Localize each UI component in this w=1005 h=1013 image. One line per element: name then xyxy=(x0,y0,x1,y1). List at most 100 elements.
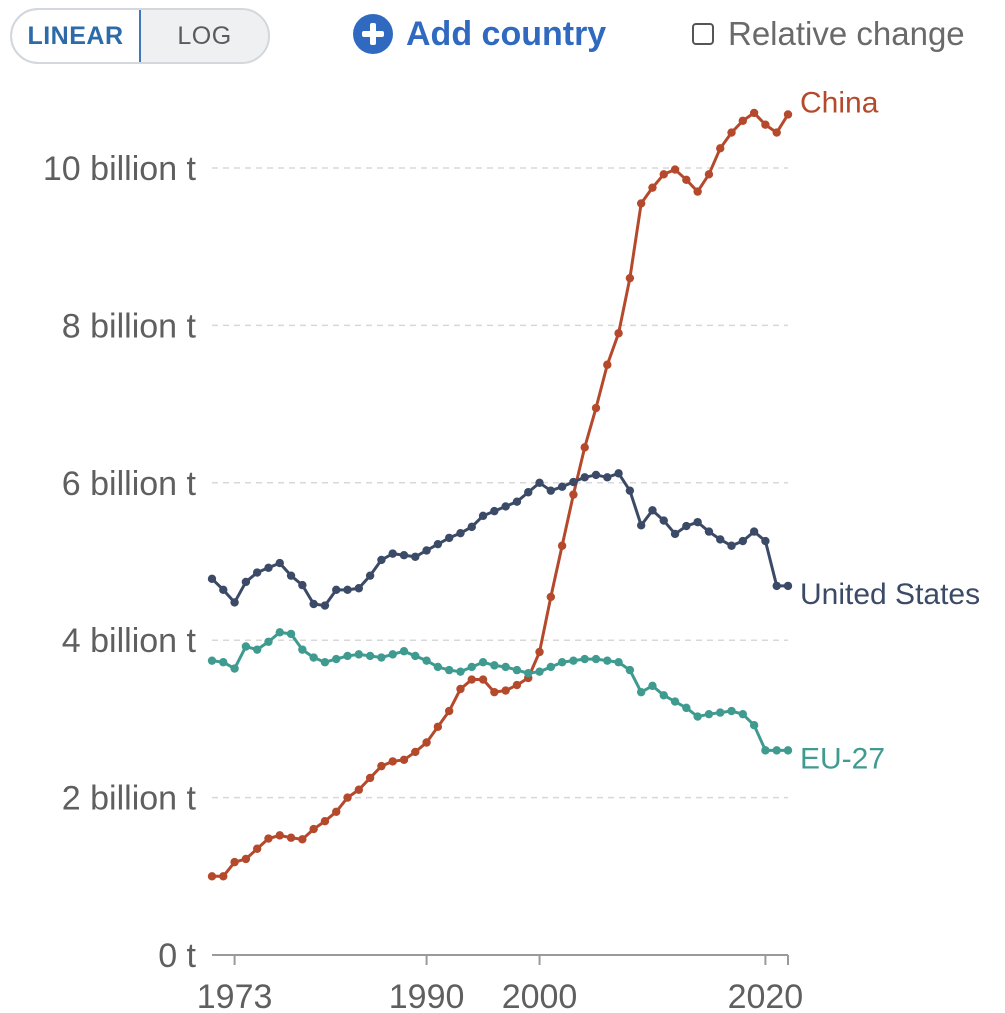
data-point xyxy=(738,709,748,719)
data-point xyxy=(772,746,781,755)
data-point xyxy=(354,785,364,794)
data-point xyxy=(411,552,420,561)
data-point xyxy=(456,528,465,538)
data-point xyxy=(399,647,409,656)
relative-change-checkbox[interactable] xyxy=(692,23,714,45)
data-point xyxy=(727,128,736,137)
data-point xyxy=(783,746,793,755)
data-point xyxy=(433,662,443,672)
series-line xyxy=(210,471,788,608)
data-point xyxy=(467,675,476,684)
data-point xyxy=(512,497,522,506)
data-point xyxy=(772,581,781,591)
data-point xyxy=(614,329,623,338)
data-point xyxy=(388,549,397,558)
data-point xyxy=(569,477,578,487)
log-scale-button[interactable]: LOG xyxy=(177,21,232,50)
data-point xyxy=(670,165,680,174)
data-point xyxy=(659,691,668,700)
data-point xyxy=(207,656,217,665)
chart-controls: LINEAR LOG Add country Relative change xyxy=(0,0,1005,80)
data-point xyxy=(490,506,499,516)
linear-scale-button[interactable]: LINEAR xyxy=(12,10,141,62)
data-point xyxy=(444,665,454,675)
data-point xyxy=(444,706,454,716)
data-point xyxy=(388,757,397,766)
data-point xyxy=(501,662,510,672)
data-point xyxy=(636,199,646,208)
data-point xyxy=(252,645,262,654)
data-point xyxy=(535,647,544,657)
data-point xyxy=(580,443,589,452)
data-point xyxy=(636,687,646,697)
data-point xyxy=(670,529,680,539)
data-point xyxy=(625,665,635,675)
data-point xyxy=(648,506,657,515)
data-point xyxy=(603,360,612,369)
data-point xyxy=(580,473,589,482)
series-line xyxy=(212,111,790,878)
data-point xyxy=(365,571,375,580)
data-point xyxy=(365,773,375,783)
data-point xyxy=(219,658,228,667)
data-point xyxy=(569,656,578,665)
data-point xyxy=(738,116,748,125)
relative-change-label: Relative change xyxy=(728,15,965,52)
data-point xyxy=(580,654,589,664)
data-point xyxy=(591,654,601,664)
data-point xyxy=(309,653,318,662)
data-point xyxy=(456,684,465,694)
data-point xyxy=(422,546,431,555)
data-point xyxy=(670,697,680,706)
data-point xyxy=(557,482,567,491)
x-tick-label: 2000 xyxy=(502,978,578,1013)
data-point xyxy=(524,488,533,497)
data-point xyxy=(241,577,251,587)
data-point xyxy=(535,667,544,676)
data-point xyxy=(354,584,364,593)
data-point xyxy=(343,793,352,802)
data-point xyxy=(727,706,736,716)
data-point xyxy=(749,720,759,730)
add-country-label: Add country xyxy=(406,14,607,53)
series-label: EU-27 xyxy=(800,742,885,775)
data-point xyxy=(230,598,239,607)
data-point xyxy=(422,656,431,665)
series-united-states: United States xyxy=(207,469,980,611)
data-point xyxy=(264,637,273,646)
scale-toggle: LINEAR LOG xyxy=(10,8,270,64)
data-point xyxy=(343,651,352,661)
data-point xyxy=(659,516,668,525)
data-point xyxy=(286,833,296,842)
data-point xyxy=(682,175,691,185)
data-point xyxy=(275,628,284,637)
data-point xyxy=(219,585,228,595)
data-point xyxy=(320,658,330,667)
data-point xyxy=(648,183,657,192)
data-point xyxy=(399,551,409,560)
y-tick-label: 6 billion t xyxy=(62,465,197,503)
data-point xyxy=(557,541,567,550)
data-point xyxy=(591,403,601,413)
data-point xyxy=(377,653,386,662)
add-country-button[interactable]: Add country xyxy=(352,12,606,56)
data-point xyxy=(772,128,781,137)
data-point xyxy=(625,486,635,495)
y-tick-label: 2 billion t xyxy=(62,780,197,818)
data-point xyxy=(467,522,476,532)
data-point xyxy=(388,650,397,659)
data-point xyxy=(320,601,330,610)
x-tick-label: 1973 xyxy=(197,978,273,1013)
data-point xyxy=(354,650,364,659)
data-point xyxy=(693,517,702,527)
data-point xyxy=(716,708,725,717)
relative-change-toggle[interactable]: Relative change xyxy=(692,14,965,54)
data-point xyxy=(433,539,443,549)
data-point xyxy=(783,581,793,591)
y-tick-label: 4 billion t xyxy=(62,622,197,660)
data-point xyxy=(704,709,714,719)
data-point xyxy=(648,681,657,691)
data-point xyxy=(275,558,284,568)
data-point xyxy=(399,755,409,765)
